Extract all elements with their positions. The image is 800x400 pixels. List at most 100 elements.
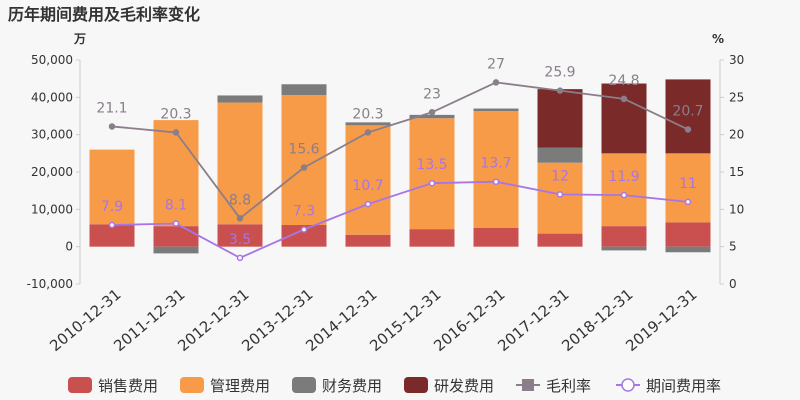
bar-segment (665, 246, 711, 253)
bar-segment (345, 122, 391, 126)
data-label: 20.3 (352, 106, 383, 122)
bar-segment (537, 233, 583, 247)
left-tick-label: 10,000 (31, 202, 73, 216)
series-point (684, 126, 692, 133)
series-point (300, 164, 308, 171)
data-label: 27 (487, 56, 505, 72)
data-label: 12 (551, 168, 569, 184)
data-label: 8.8 (229, 192, 251, 208)
bar-segment (89, 224, 135, 247)
bar-segment (281, 225, 327, 247)
data-label: 7.3 (293, 203, 315, 219)
legend-swatch (68, 377, 92, 393)
data-label: 15.6 (288, 142, 319, 158)
bar-segment (537, 162, 583, 234)
bar-segment (217, 224, 263, 247)
right-tick-label: 30 (729, 53, 744, 67)
series-point (236, 254, 244, 262)
series-point (492, 79, 500, 86)
data-label: 11.9 (608, 169, 639, 185)
right-tick-label: 25 (729, 90, 744, 104)
legend-label: 研发费用 (434, 377, 494, 395)
bar-segment (217, 95, 263, 103)
data-label: 10.7 (352, 178, 383, 194)
bar-segment (345, 125, 391, 235)
bar-segment (601, 226, 647, 247)
bar-segment (665, 222, 711, 247)
bar-segment (601, 246, 647, 251)
right-axis-unit: % (712, 32, 724, 46)
bar-segment (409, 118, 455, 230)
series-point (428, 109, 436, 116)
legend: 销售费用 管理费用 财务费用 研发费用 毛利率 期间费用率 (68, 377, 721, 395)
right-tick-label: 5 (729, 240, 737, 254)
series-point (108, 123, 116, 130)
left-tick-label: 0 (65, 240, 73, 254)
bar-segment (217, 102, 263, 225)
bar-segment (153, 246, 199, 254)
legend-label: 财务费用 (322, 377, 382, 395)
series-point (108, 221, 116, 229)
chart-title: 历年期间费用及毛利率变化 (8, 5, 200, 24)
series-point (620, 95, 628, 103)
series-point (556, 87, 564, 94)
data-label: 8.1 (165, 198, 187, 214)
data-label: 3.5 (229, 232, 251, 248)
bar-segment (601, 83, 647, 154)
bar-segment (537, 147, 583, 163)
data-label: 23 (423, 86, 441, 102)
series-point (236, 215, 244, 222)
bar-segment (537, 89, 583, 148)
left-tick-label: -10,000 (27, 277, 73, 291)
series-line (111, 180, 689, 259)
bar-segment (665, 79, 711, 154)
left-tick-label: 50,000 (31, 53, 73, 67)
series-point (684, 198, 692, 206)
left-tick-label: 40,000 (31, 90, 73, 104)
x-tick-label: 2019-12-31 (622, 285, 700, 355)
bar-segment (601, 153, 647, 227)
series-line (111, 81, 689, 220)
series-point (620, 191, 628, 199)
series-point (492, 178, 500, 185)
series-point (364, 200, 372, 208)
legend-marker (522, 379, 534, 391)
left-axis-unit: 万 (73, 32, 86, 46)
series-point (428, 179, 436, 187)
right-tick-label: 15 (729, 165, 744, 179)
bar-segment (409, 229, 455, 247)
series-point (172, 129, 180, 136)
bar-segment (345, 234, 391, 247)
series-point (172, 220, 180, 227)
plot-area: -10,000 0 10,000 20,000 30,000 40,000 50,000 0 5… (27, 53, 745, 355)
series-point (364, 129, 372, 136)
data-label: 20.7 (672, 103, 703, 119)
data-label: 13.7 (480, 156, 511, 172)
data-label: 20.3 (160, 106, 191, 122)
bar-segment (665, 153, 711, 223)
data-label: 25.9 (544, 65, 575, 81)
right-tick-label: 0 (729, 277, 737, 291)
data-label: 21.1 (96, 100, 127, 116)
legend-label: 毛利率 (546, 377, 591, 395)
left-tick-label: 30,000 (31, 128, 73, 142)
legend-swatch (180, 377, 204, 393)
bar-segment (473, 108, 519, 112)
legend-label: 销售费用 (98, 377, 158, 395)
bar-segment (281, 84, 327, 96)
bar-segment (89, 149, 135, 225)
legend-label: 管理费用 (210, 377, 270, 395)
legend-label: 期间费用率 (646, 377, 721, 395)
data-label: 24.8 (608, 73, 639, 89)
bar-segment (153, 226, 199, 247)
data-label: 11 (679, 176, 697, 192)
legend-marker (621, 378, 635, 392)
bar-segment (409, 114, 455, 119)
bar-segment (473, 228, 519, 247)
bar-segment (153, 120, 199, 227)
right-tick-label: 10 (729, 202, 744, 216)
bar-segment (473, 111, 519, 228)
legend-swatch (404, 377, 428, 393)
data-label: 7.9 (101, 199, 123, 215)
